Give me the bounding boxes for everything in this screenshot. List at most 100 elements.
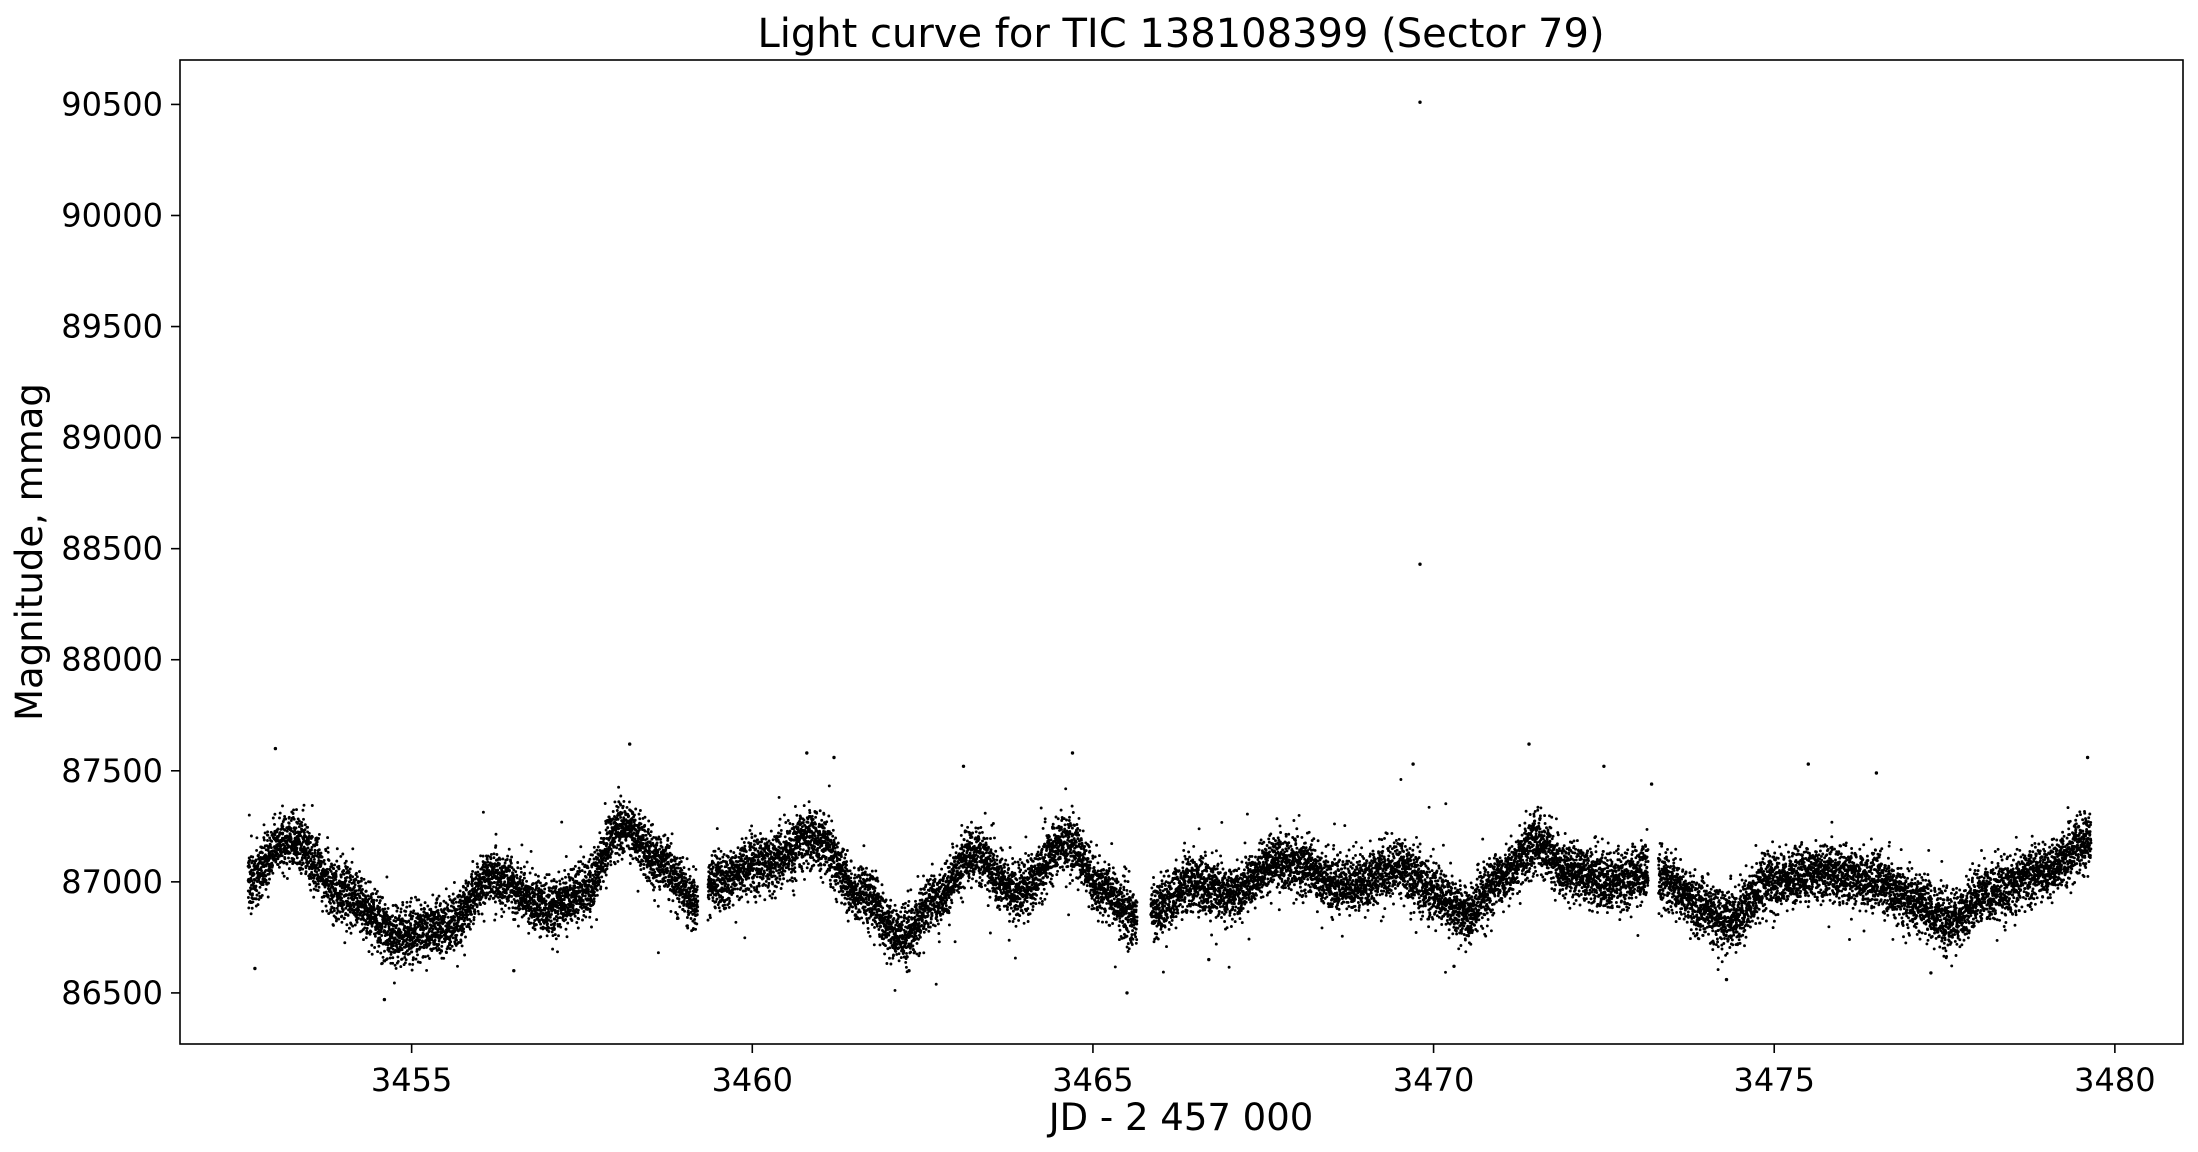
data-point	[329, 891, 333, 894]
data-point	[278, 816, 281, 820]
data-point	[450, 944, 454, 948]
data-point	[358, 896, 362, 900]
data-point	[638, 809, 642, 812]
data-point	[663, 833, 667, 837]
data-point	[351, 847, 355, 851]
data-point	[564, 855, 568, 858]
data-point	[278, 811, 282, 815]
data-point	[637, 812, 641, 816]
data-point	[492, 885, 495, 889]
data-point	[270, 868, 274, 872]
data-point	[317, 832, 321, 836]
data-point	[584, 875, 588, 879]
data-point	[268, 836, 272, 840]
data-point	[252, 881, 256, 885]
data-point	[576, 926, 580, 930]
data-point	[721, 895, 725, 899]
data-point	[353, 883, 357, 887]
data-point	[639, 868, 643, 872]
data-point	[720, 864, 723, 868]
data-point	[292, 808, 296, 812]
data-point	[446, 915, 450, 919]
data-point	[419, 907, 423, 911]
data-point	[396, 955, 400, 959]
data-point	[609, 863, 613, 867]
data-point	[525, 879, 529, 883]
data-point	[308, 883, 312, 887]
data-point	[283, 828, 287, 832]
data-point	[655, 841, 659, 845]
data-point	[276, 852, 280, 856]
data-point	[577, 917, 581, 921]
data-point	[334, 875, 338, 879]
data-point	[489, 894, 493, 898]
data-point	[676, 916, 680, 920]
data-point	[264, 887, 268, 891]
data-point	[288, 851, 292, 855]
data-point	[299, 872, 303, 875]
data-point	[588, 915, 592, 919]
data-point	[407, 919, 411, 923]
data-point	[260, 851, 264, 855]
data-point	[600, 875, 604, 879]
data-point	[606, 826, 610, 830]
data-point	[554, 885, 558, 889]
data-point	[554, 937, 558, 941]
data-point	[588, 910, 592, 914]
data-point	[303, 823, 307, 827]
data-point	[451, 892, 455, 896]
data-point	[580, 869, 584, 873]
data-point	[617, 853, 621, 857]
data-point	[373, 934, 377, 938]
data-point	[400, 957, 404, 961]
data-point	[674, 870, 678, 874]
data-point	[365, 926, 369, 930]
data-point	[412, 909, 416, 913]
data-point	[310, 804, 314, 807]
data-point	[550, 879, 554, 883]
data-point	[663, 879, 667, 883]
data-point	[498, 857, 502, 861]
data-point	[426, 904, 430, 908]
data-point	[463, 922, 467, 926]
data-point	[622, 847, 625, 851]
data-point	[254, 884, 258, 888]
data-point	[373, 946, 377, 949]
data-point	[572, 867, 576, 871]
data-point	[391, 956, 395, 960]
data-point	[542, 891, 546, 895]
data-point	[260, 893, 264, 897]
data-point	[395, 909, 399, 913]
data-point	[317, 868, 321, 872]
data-point	[357, 916, 360, 920]
data-point	[267, 858, 271, 862]
data-point	[575, 921, 579, 924]
data-point	[388, 956, 392, 960]
data-point	[381, 895, 384, 899]
data-point	[696, 905, 700, 909]
data-point	[592, 890, 596, 894]
data-point	[547, 926, 551, 930]
data-point	[254, 858, 258, 862]
data-point	[581, 862, 585, 866]
data-point	[643, 823, 647, 827]
data-point	[639, 862, 643, 866]
data-point	[467, 880, 471, 884]
data-point	[610, 850, 614, 854]
data-point	[642, 863, 646, 866]
data-point	[588, 875, 592, 879]
data-point	[346, 899, 350, 903]
data-point	[621, 804, 625, 808]
data-point	[597, 883, 601, 886]
data-point	[485, 857, 489, 861]
data-point	[710, 853, 714, 857]
data-point	[475, 862, 479, 866]
data-point	[727, 897, 731, 900]
data-point	[579, 860, 583, 864]
data-point	[665, 866, 669, 870]
data-point	[519, 893, 523, 897]
data-point	[694, 867, 698, 871]
data-point	[641, 859, 645, 863]
data-point	[463, 953, 467, 957]
data-point	[307, 831, 311, 835]
